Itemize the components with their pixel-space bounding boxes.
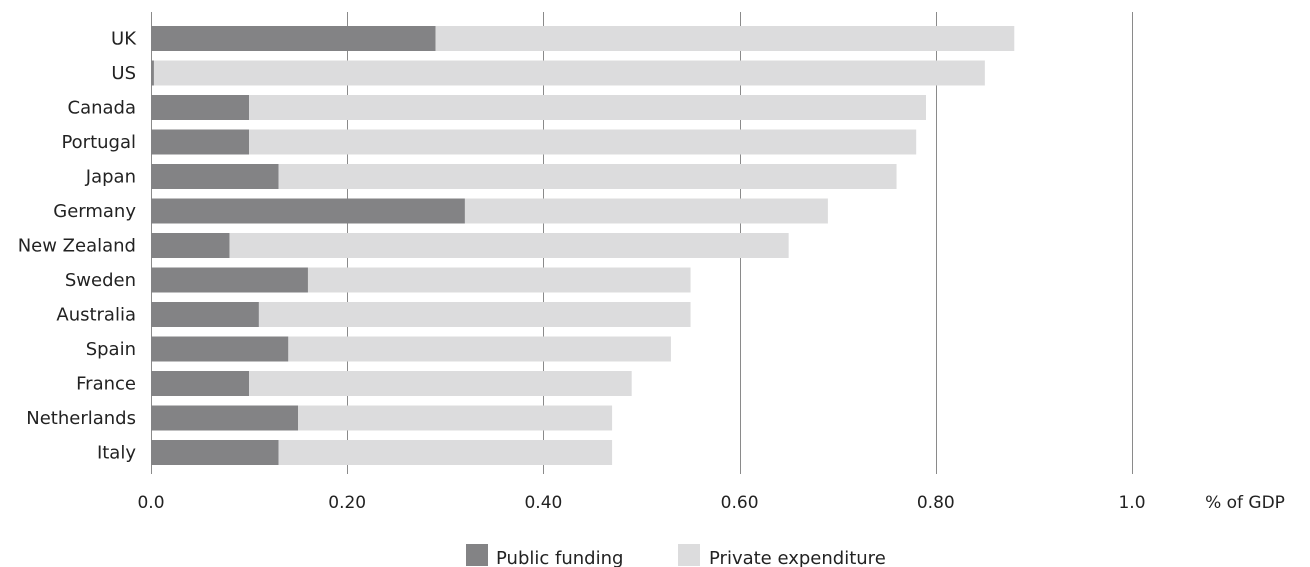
bar-germany-public-funding bbox=[151, 199, 465, 224]
x-tick-label-0-60: 0.60 bbox=[721, 493, 759, 513]
x-tick-label-0-0: 0.0 bbox=[137, 493, 164, 513]
bar-germany-private-expenditure bbox=[465, 199, 828, 224]
bar-uk-public-funding bbox=[151, 26, 435, 51]
bar-spain-private-expenditure bbox=[288, 337, 671, 362]
x-axis-unit-label: % of GDP bbox=[1205, 493, 1285, 513]
bar-us-public-funding bbox=[151, 61, 154, 86]
bar-japan-public-funding bbox=[151, 164, 279, 189]
bar-france-public-funding bbox=[151, 371, 249, 396]
bar-japan-private-expenditure bbox=[279, 164, 897, 189]
bar-canada-public-funding bbox=[151, 95, 249, 120]
category-labels: UK US Canada Portugal Japan Germany New Zealan… bbox=[18, 29, 137, 464]
bar-france-private-expenditure bbox=[249, 371, 632, 396]
category-label-us: US bbox=[111, 63, 136, 84]
bar-sweden-private-expenditure bbox=[308, 268, 691, 293]
bar-portugal-private-expenditure bbox=[249, 130, 916, 155]
category-label-italy: Italy bbox=[97, 443, 136, 464]
legend-swatch-private-expenditure bbox=[678, 544, 700, 566]
bar-us-private-expenditure bbox=[154, 61, 985, 86]
legend-swatch-public-funding bbox=[466, 544, 488, 566]
category-label-spain: Spain bbox=[86, 339, 136, 360]
bar-netherlands-private-expenditure bbox=[298, 406, 612, 431]
category-label-canada: Canada bbox=[68, 98, 137, 119]
bar-australia-private-expenditure bbox=[259, 302, 691, 327]
x-tick-label-0-20: 0.20 bbox=[328, 493, 366, 513]
bar-uk-private-expenditure bbox=[435, 26, 1014, 51]
category-label-sweden: Sweden bbox=[65, 270, 136, 291]
category-label-portugal: Portugal bbox=[61, 132, 136, 153]
x-tick-label-1-0: 1.0 bbox=[1118, 493, 1145, 513]
legend: Public funding Private expenditure bbox=[466, 544, 886, 567]
category-label-japan: Japan bbox=[85, 167, 136, 188]
legend-label-private-expenditure: Private expenditure bbox=[709, 548, 886, 567]
bar-new-zealand-public-funding bbox=[151, 233, 229, 258]
legend-label-public-funding: Public funding bbox=[496, 548, 623, 567]
category-label-new-zealand: New Zealand bbox=[18, 236, 136, 257]
bars bbox=[151, 26, 1014, 465]
category-label-netherlands: Netherlands bbox=[26, 408, 136, 429]
bar-australia-public-funding bbox=[151, 302, 259, 327]
x-tick-label-0-40: 0.40 bbox=[524, 493, 562, 513]
category-label-france: France bbox=[76, 374, 136, 395]
bar-sweden-public-funding bbox=[151, 268, 308, 293]
bar-canada-private-expenditure bbox=[249, 95, 926, 120]
category-label-uk: UK bbox=[111, 29, 137, 50]
category-label-germany: Germany bbox=[53, 201, 136, 222]
bar-italy-private-expenditure bbox=[279, 440, 613, 465]
bar-new-zealand-private-expenditure bbox=[229, 233, 788, 258]
bar-netherlands-public-funding bbox=[151, 406, 298, 431]
bar-italy-public-funding bbox=[151, 440, 279, 465]
category-label-australia: Australia bbox=[56, 305, 136, 326]
bar-portugal-public-funding bbox=[151, 130, 249, 155]
x-tick-label-0-80: 0.80 bbox=[917, 493, 955, 513]
x-axis-tick-labels: 0.0 0.20 0.40 0.60 0.80 1.0 bbox=[137, 493, 1145, 513]
bar-spain-public-funding bbox=[151, 337, 288, 362]
